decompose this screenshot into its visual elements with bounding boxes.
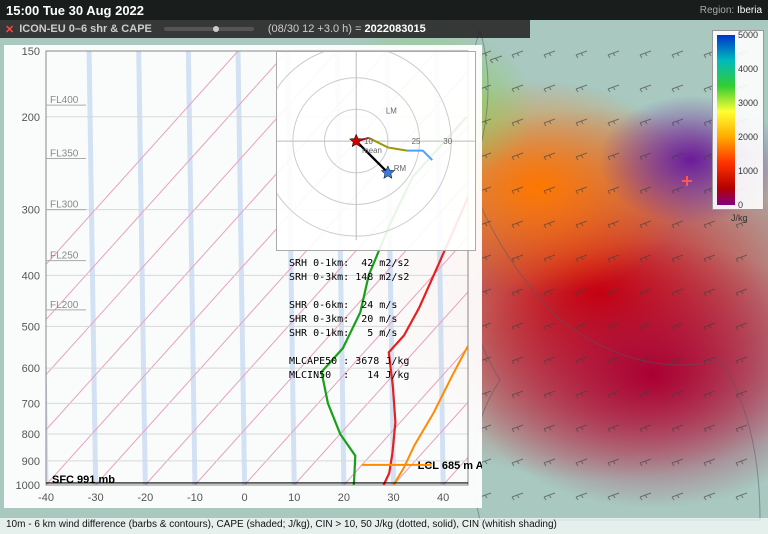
svg-text:1000: 1000 (16, 480, 40, 492)
skewt-panel[interactable]: 1000900800700600500400300200150-40-30-20… (4, 45, 482, 508)
colorbar-gradient (717, 35, 735, 205)
svg-text:RM: RM (394, 164, 406, 173)
svg-text:300: 300 (22, 205, 40, 217)
svg-text:150: 150 (22, 46, 40, 58)
svg-text:40: 40 (437, 492, 449, 504)
sounding-params: SRH 0-1km: 42 m2/s2SRH 0-3km: 148 m2/s2 … (289, 257, 474, 383)
svg-text:200: 200 (22, 112, 40, 124)
cape-colorbar: 010002000300040005000 J/kg (712, 30, 764, 210)
forecast-init: (08/30 12 +3.0 h) = (268, 23, 365, 35)
slider-thumb[interactable] (213, 26, 219, 32)
svg-text:800: 800 (22, 429, 40, 441)
svg-text:500: 500 (22, 321, 40, 333)
svg-text:25: 25 (412, 137, 421, 146)
svg-text:FL200: FL200 (50, 300, 79, 311)
svg-text:FL350: FL350 (50, 149, 79, 160)
svg-text:600: 600 (22, 363, 40, 375)
svg-text:-40: -40 (38, 492, 54, 504)
svg-text:10: 10 (364, 137, 373, 146)
hodograph: LM RM 10mean 25 30 (277, 52, 475, 250)
legend-footer: 10m - 6 km wind difference (barbs & cont… (0, 518, 768, 534)
forecast-time: (08/30 12 +3.0 h) = 2022083015 (268, 23, 426, 35)
svg-text:400: 400 (22, 270, 40, 282)
svg-text:10: 10 (288, 492, 300, 504)
svg-text:FL300: FL300 (50, 200, 79, 211)
svg-text:900: 900 (22, 456, 40, 468)
svg-text:FL400: FL400 (50, 95, 79, 106)
svg-text:-20: -20 (137, 492, 153, 504)
model-name: ICON-EU 0–6 shr & CAPE (19, 23, 152, 35)
timestamp-title: 15:00 Tue 30 Aug 2022 (0, 3, 150, 18)
svg-text:700: 700 (22, 398, 40, 410)
svg-text:30: 30 (443, 137, 452, 146)
opacity-slider[interactable] (164, 27, 254, 31)
svg-text:mean: mean (362, 146, 382, 155)
region-selector[interactable]: Region: Iberia (694, 5, 768, 16)
svg-text:-10: -10 (187, 492, 203, 504)
close-icon[interactable]: ✕ (0, 23, 19, 36)
svg-text:-30: -30 (88, 492, 104, 504)
svg-text:FL250: FL250 (50, 251, 79, 262)
region-value: Iberia (737, 5, 762, 16)
hodograph-panel[interactable]: LM RM 10mean 25 30 (276, 51, 476, 251)
svg-text:LM: LM (386, 106, 397, 115)
colorbar-unit: J/kg (731, 213, 748, 223)
app-root: 15:00 Tue 30 Aug 2022 Region: Iberia ✕ I… (0, 0, 768, 534)
header-bar: 15:00 Tue 30 Aug 2022 Region: Iberia (0, 0, 768, 20)
svg-text:SFC 991 mb: SFC 991 mb (52, 474, 115, 486)
region-label: Region: (700, 5, 734, 16)
legend-text: 10m - 6 km wind difference (barbs & cont… (6, 519, 557, 530)
model-bar: ✕ ICON-EU 0–6 shr & CAPE (08/30 12 +3.0 … (0, 20, 530, 38)
svg-text:30: 30 (387, 492, 399, 504)
svg-text:20: 20 (338, 492, 350, 504)
forecast-valid: 2022083015 (365, 23, 426, 35)
svg-text:0: 0 (242, 492, 248, 504)
